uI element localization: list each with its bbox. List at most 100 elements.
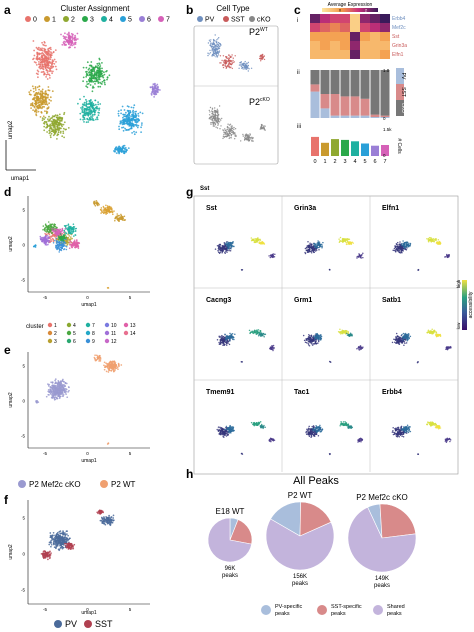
umap-point xyxy=(216,51,219,53)
umap-point xyxy=(69,41,71,44)
proportion-bar-segment xyxy=(350,70,360,97)
panel-a-umap-scatter xyxy=(28,31,161,155)
umap-point xyxy=(97,101,99,104)
umap-point xyxy=(63,537,65,539)
umap-point xyxy=(100,509,103,512)
umap-point xyxy=(102,76,105,79)
umap-point xyxy=(264,125,266,127)
umap-point xyxy=(83,108,86,110)
feature-point xyxy=(232,241,234,243)
feature-point xyxy=(216,245,219,247)
cluster-legend-swatch xyxy=(44,16,50,22)
heatmap-cell xyxy=(370,32,380,41)
umap-point xyxy=(59,388,62,391)
umap-point xyxy=(108,74,111,77)
umap-point xyxy=(105,362,107,365)
feature-point xyxy=(230,242,232,245)
feature-point xyxy=(228,241,230,244)
umap-point xyxy=(229,132,232,135)
umap-point xyxy=(209,49,211,52)
feature-point xyxy=(396,241,399,244)
umap-point xyxy=(209,106,212,109)
umap-point xyxy=(217,124,219,126)
umap-point xyxy=(66,530,68,532)
umap-point xyxy=(37,76,39,79)
umap-point xyxy=(244,63,247,65)
umap-point xyxy=(34,89,37,91)
umap-point xyxy=(225,59,228,62)
umap-point xyxy=(125,151,127,153)
umap-point xyxy=(88,73,91,76)
umap-point xyxy=(88,99,91,102)
umap-point xyxy=(87,108,90,111)
umap-point xyxy=(215,41,217,43)
umap-point xyxy=(232,59,234,62)
umap-point xyxy=(42,101,44,103)
umap-point xyxy=(85,98,87,101)
cluster-legend-swatch xyxy=(66,330,72,336)
umap-point xyxy=(65,232,68,235)
umap-point xyxy=(217,54,220,56)
feature-point xyxy=(317,241,320,243)
umap-point xyxy=(35,111,38,114)
umap-point xyxy=(61,135,64,138)
umap-point xyxy=(219,128,221,130)
umap-point xyxy=(211,45,214,48)
feature-point xyxy=(218,252,221,255)
umap-point xyxy=(217,120,219,122)
umap-point xyxy=(54,125,56,128)
umap-point xyxy=(33,54,36,57)
umap-point xyxy=(91,113,94,116)
umap-point xyxy=(40,553,43,555)
proportion-bar-segment xyxy=(360,70,370,99)
umap-point xyxy=(48,129,51,132)
umap-point xyxy=(51,62,54,65)
umap-point xyxy=(260,127,263,129)
cluster-legend-label: 12 xyxy=(111,339,117,345)
umap-point xyxy=(155,89,158,91)
umap-point xyxy=(51,232,53,235)
umap-point xyxy=(226,128,228,131)
cluster-legend-label: 1 xyxy=(52,17,56,24)
umap-point xyxy=(35,105,38,108)
umap-point xyxy=(62,231,65,234)
umap-point xyxy=(48,554,51,557)
umap-point xyxy=(124,115,127,118)
umap-point xyxy=(49,96,52,99)
umap-point xyxy=(61,235,64,238)
umap-point xyxy=(110,363,112,365)
umap-point xyxy=(212,111,214,113)
umap-point xyxy=(214,46,217,48)
umap-point xyxy=(52,242,55,244)
umap-point xyxy=(246,137,248,139)
umap-point xyxy=(84,114,86,117)
umap-point xyxy=(53,394,56,397)
umap-point xyxy=(34,244,37,247)
umap-point xyxy=(123,109,126,111)
umap-point xyxy=(51,52,53,55)
umap-point xyxy=(53,534,55,537)
umap-point xyxy=(128,112,131,114)
umap-point xyxy=(152,89,154,91)
umap-point xyxy=(247,138,249,140)
umap-point xyxy=(34,94,37,97)
umap-point xyxy=(137,118,140,121)
umap-point xyxy=(50,65,53,68)
panel-c-count-label: # Cells xyxy=(396,138,402,154)
umap-point xyxy=(263,58,266,61)
celltype-legend-swatch xyxy=(223,16,229,22)
y-tick-label: -5 xyxy=(21,434,25,439)
umap-point xyxy=(50,124,53,127)
umap-point xyxy=(67,546,70,549)
feature-point xyxy=(356,257,358,259)
umap-point xyxy=(40,71,43,73)
umap-point xyxy=(63,121,66,124)
umap-point xyxy=(234,55,236,57)
umap-point xyxy=(97,114,100,117)
feature-point xyxy=(306,245,308,247)
umap-point xyxy=(219,43,221,45)
umap-point xyxy=(79,112,82,115)
umap-point xyxy=(29,104,32,107)
